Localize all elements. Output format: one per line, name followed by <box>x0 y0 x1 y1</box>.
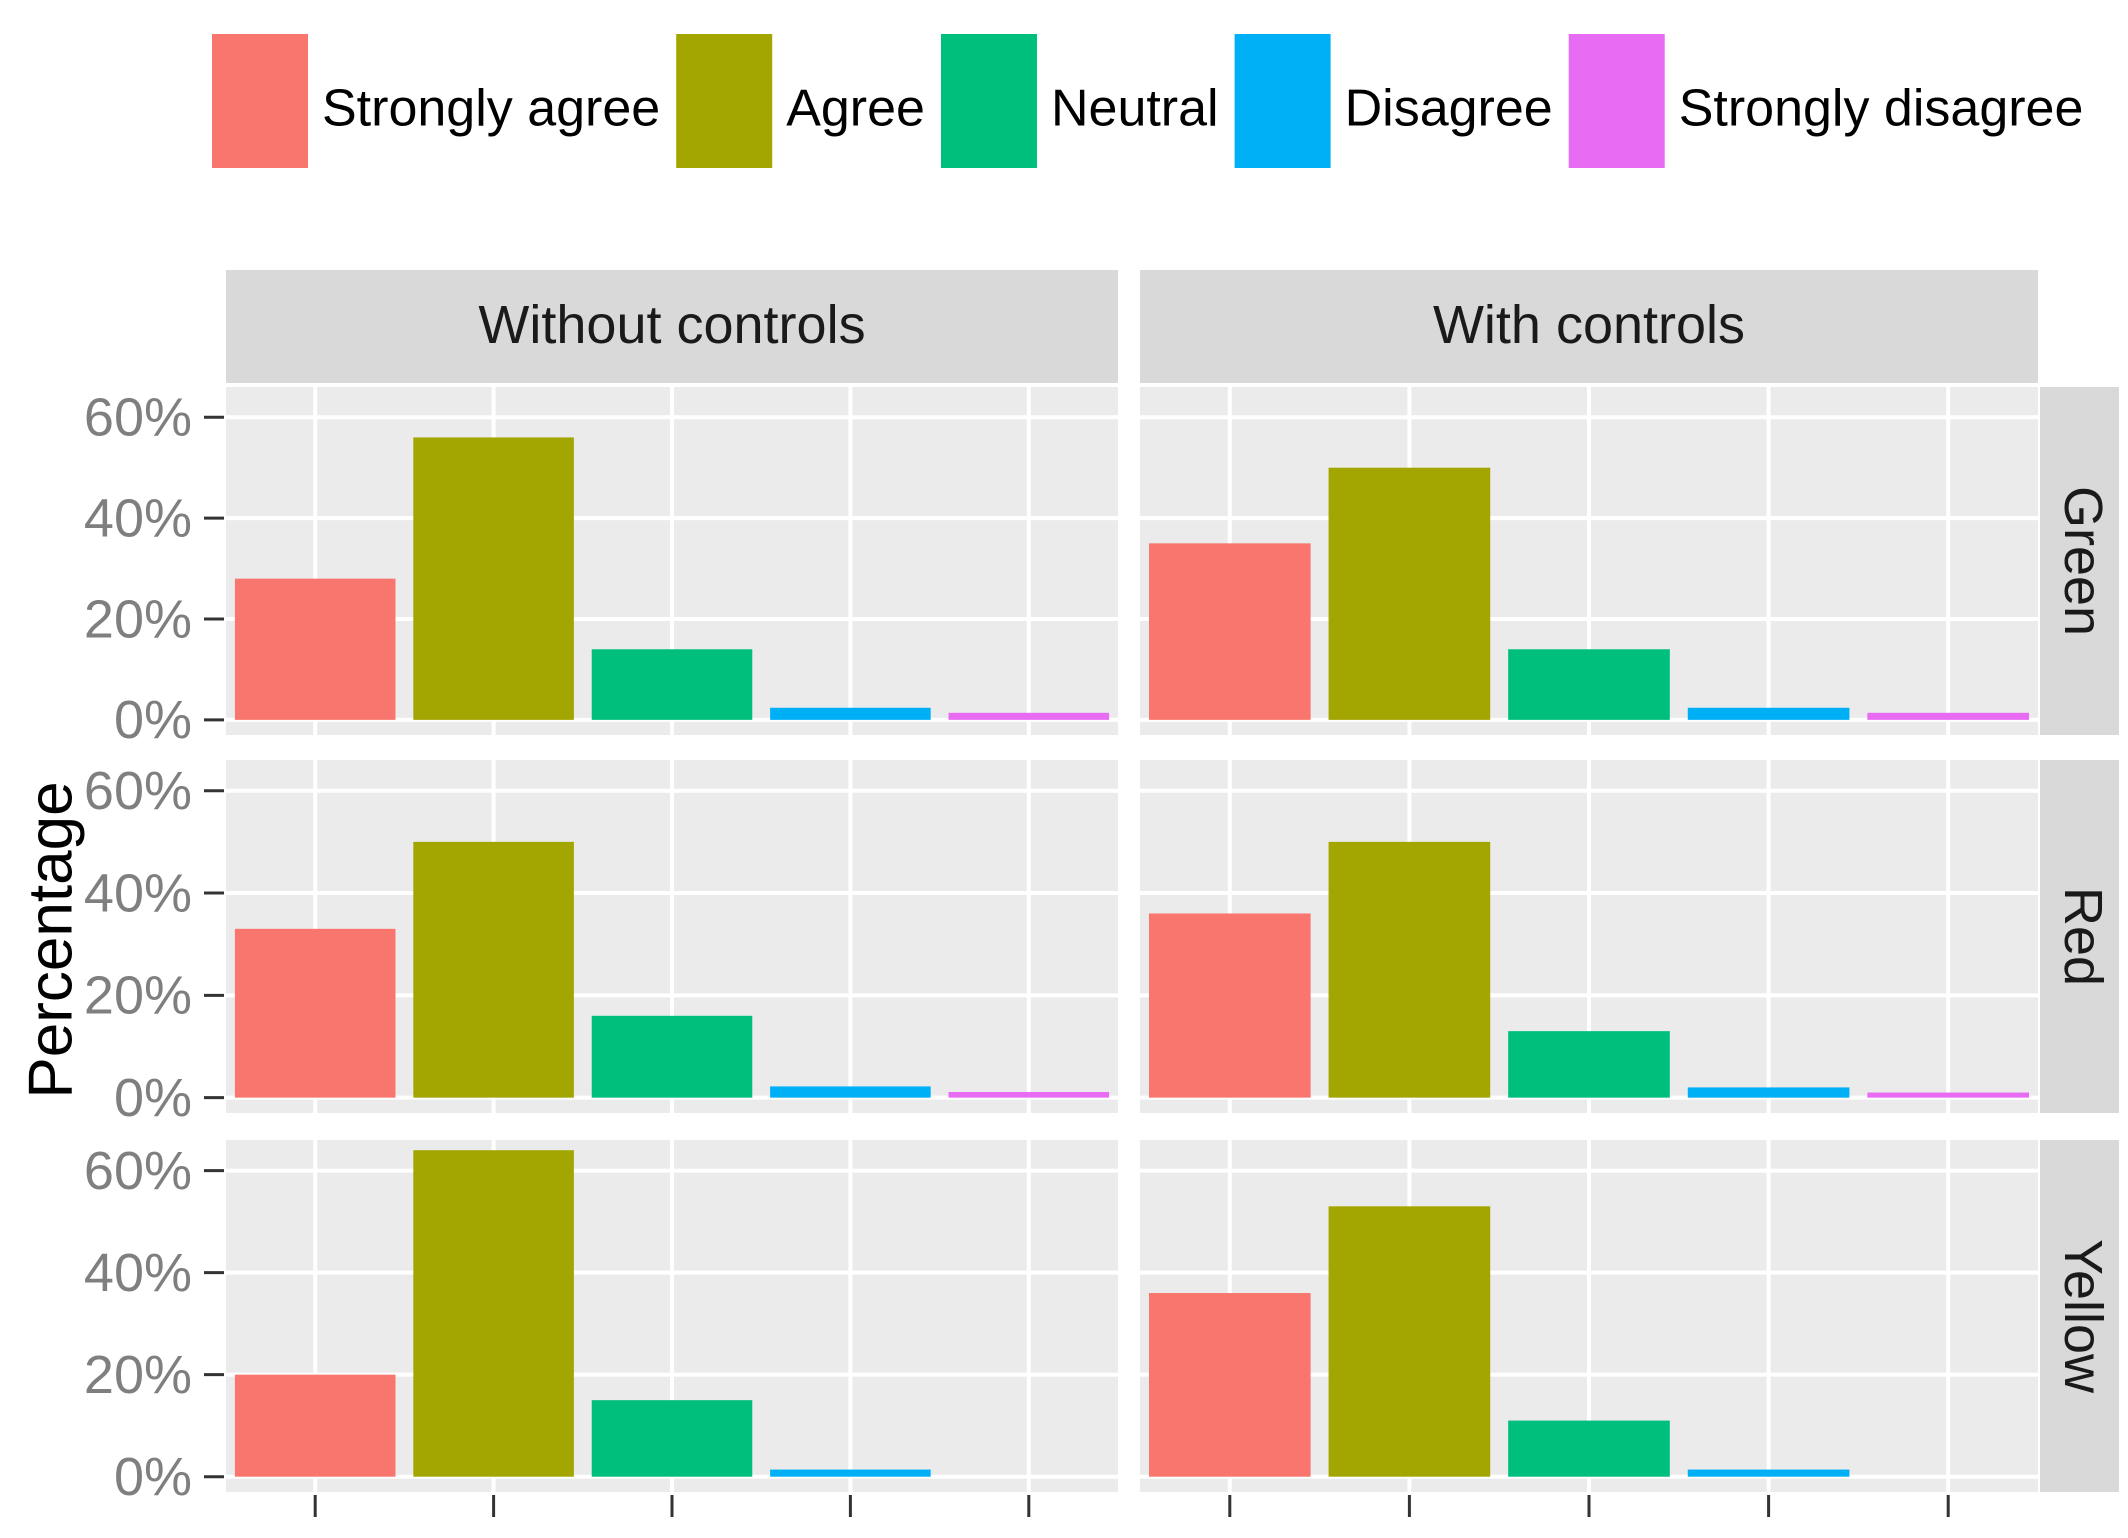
y-tick-label: 40% <box>84 488 192 548</box>
bar <box>1687 1087 1850 1098</box>
facet-strip <box>2040 760 2119 1113</box>
bar <box>1328 467 1491 720</box>
legend-key <box>940 34 1037 168</box>
bar <box>1148 1293 1311 1477</box>
bar <box>413 1150 574 1477</box>
legend-label: Agree <box>786 80 925 138</box>
y-axis-label: Percentage <box>16 781 85 1098</box>
bar <box>1508 1031 1670 1098</box>
bar <box>591 1015 753 1098</box>
y-tick-label: 60% <box>84 761 192 821</box>
y-tick-label: 0% <box>114 1068 192 1128</box>
facet-strip <box>2040 1140 2119 1492</box>
facet-strip <box>226 270 1118 383</box>
legend-key <box>676 34 773 168</box>
bar <box>1687 1469 1850 1477</box>
y-tick-label: 60% <box>84 388 192 448</box>
legend-key <box>1234 34 1331 168</box>
legend-key <box>212 34 308 168</box>
bar <box>234 1374 396 1477</box>
y-tick-label: 0% <box>114 690 192 750</box>
facet-title: Without controls <box>478 295 865 355</box>
facet-strip <box>2040 387 2119 735</box>
bar <box>1148 543 1311 720</box>
y-tick-label: 20% <box>84 589 192 649</box>
facet-title: Green <box>2053 486 2113 636</box>
bar <box>413 437 574 720</box>
bar <box>948 1092 1110 1098</box>
y-tick-label: 0% <box>114 1447 192 1507</box>
y-tick-label: 20% <box>84 1345 192 1405</box>
bar <box>234 928 396 1098</box>
bar <box>591 1400 753 1477</box>
facet-title: Yellow <box>2053 1239 2113 1394</box>
bar <box>770 1469 931 1477</box>
bar <box>413 841 574 1098</box>
bar <box>591 649 753 720</box>
bar <box>1328 841 1491 1098</box>
bar <box>1148 913 1311 1098</box>
y-tick-label: 20% <box>84 966 192 1026</box>
legend-label: Strongly disagree <box>1679 80 2084 138</box>
legend-key <box>1568 34 1665 168</box>
y-tick-label: 40% <box>84 1243 192 1303</box>
bar <box>1867 1092 2030 1098</box>
bar <box>770 1086 931 1098</box>
bar <box>1328 1206 1491 1477</box>
facet-title: Red <box>2053 887 2113 986</box>
bar <box>1867 712 2030 720</box>
facet-title: With controls <box>1433 295 1745 355</box>
bar <box>948 712 1110 720</box>
y-tick-label: 40% <box>84 863 192 923</box>
bar <box>770 707 931 720</box>
bar <box>234 578 396 720</box>
legend-label: Disagree <box>1345 80 1553 138</box>
legend-label: Neutral <box>1051 80 1219 138</box>
legend-label: Strongly agree <box>322 80 660 138</box>
bar <box>1508 1420 1670 1477</box>
facet-strip <box>1140 270 2038 383</box>
bar <box>1687 707 1850 720</box>
bar <box>1508 649 1670 720</box>
y-tick-label: 60% <box>84 1141 192 1201</box>
